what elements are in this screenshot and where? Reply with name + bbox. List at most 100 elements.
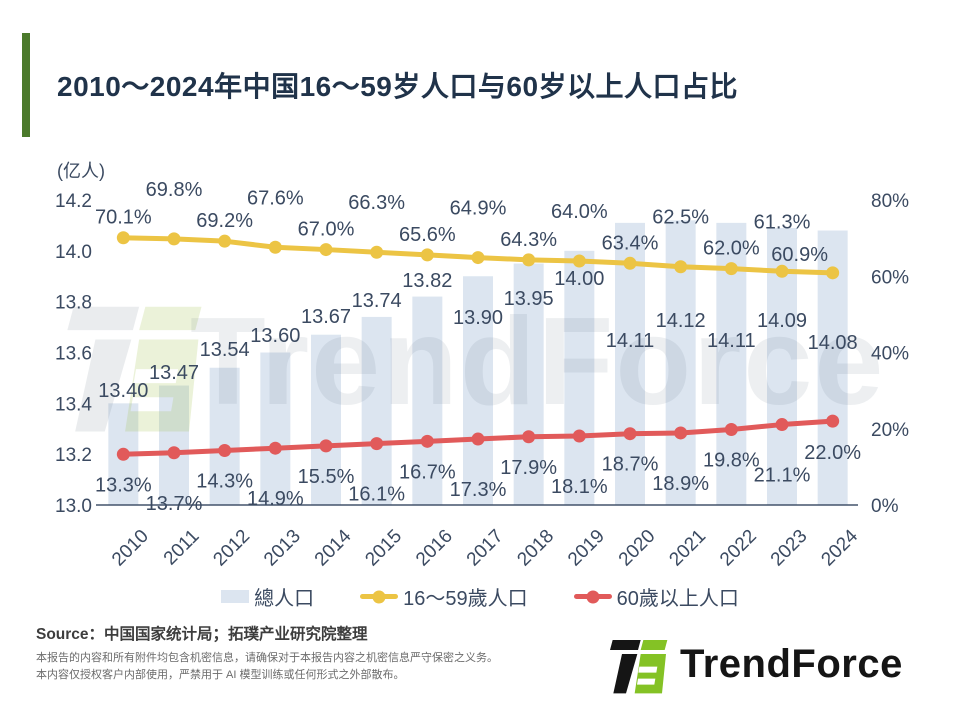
legend-label-16-59: 16～59歲人口 — [403, 588, 528, 610]
age16-59-value-2017: 64.9% — [450, 198, 507, 220]
left-axis-tick-14.0: 14.0 — [55, 242, 92, 263]
age60-plus-value-2015: 16.1% — [348, 484, 405, 506]
left-axis-tick-13.4: 13.4 — [55, 394, 92, 415]
bar-2016 — [412, 296, 443, 505]
bar-2019 — [564, 250, 595, 505]
logo-mark-top-left — [610, 640, 641, 650]
age16-59-point-2023 — [775, 264, 789, 278]
trendforce-logo: TrendForce — [606, 632, 903, 696]
x-axis-label-2018: 2018 — [513, 526, 558, 571]
bar-value-2020: 14.11 — [606, 330, 655, 352]
bar-value-2023: 14.09 — [757, 310, 807, 332]
age16-59-value-2015: 66.3% — [348, 192, 405, 214]
age60-plus-point-2014 — [319, 439, 333, 453]
legend-label-60-plus: 60歲以上人口 — [616, 588, 739, 610]
x-axis-label-2015: 2015 — [361, 526, 406, 571]
watermark-text: TrendForce — [190, 293, 885, 431]
bar-2014 — [311, 334, 341, 505]
age16-59-value-2023: 61.3% — [754, 211, 811, 233]
age16-59-value-2022: 62.0% — [703, 238, 760, 260]
bar-2015 — [361, 316, 392, 505]
bar-2018 — [513, 263, 544, 505]
age60-plus-point-2016 — [420, 434, 434, 448]
page-title: 2010～2024年中国16～59岁人口与60岁以上人口占比 — [57, 71, 739, 102]
age16-59-point-2012 — [218, 234, 232, 248]
watermark-mark-f-block — [125, 339, 199, 432]
x-axis-label-2020: 2020 — [615, 526, 660, 571]
x-axis-label-2024: 2024 — [817, 525, 862, 570]
age16-59-value-2014: 67.0% — [298, 219, 355, 241]
bar-value-2022: 14.11 — [707, 330, 756, 352]
x-axis-label-2011: 2011 — [160, 526, 204, 570]
left-axis-unit: (亿人) — [57, 161, 105, 181]
bar-2011 — [159, 385, 189, 505]
disclaimer-line-2: 本内容仅授权客户内部使用，严禁用于 AI 模型训练或任何形式之外部散布。 — [36, 669, 405, 681]
age60-plus-value-2024: 22.0% — [804, 442, 861, 464]
x-axis-label-2012: 2012 — [209, 526, 254, 571]
legend-dot-16-59 — [372, 590, 386, 603]
trendforce-logo-mark — [610, 640, 668, 694]
x-axis-label-2021: 2021 — [665, 526, 710, 571]
age60-plus-point-2011 — [167, 446, 181, 460]
x-axis-label-2023: 2023 — [767, 526, 812, 571]
bar-value-2014: 13.67 — [301, 306, 351, 328]
age16-59-value-2021: 62.5% — [652, 207, 709, 229]
age60-plus-point-2018 — [522, 430, 536, 444]
x-axis-label-2013: 2013 — [260, 526, 305, 571]
age16-59-value-2011: 69.8% — [146, 179, 203, 201]
age60-plus-point-2015 — [370, 437, 384, 451]
age60-plus-point-2023 — [775, 418, 789, 432]
bar-value-2010: 13.40 — [98, 380, 148, 402]
age16-59-value-2012: 69.2% — [196, 210, 253, 232]
age16-59-point-2019 — [572, 254, 586, 268]
legend-dot-60-plus — [586, 590, 600, 603]
age60-plus-value-2018: 17.9% — [500, 457, 557, 479]
age16-59-point-2017 — [471, 251, 485, 265]
age16-59-point-2020 — [623, 256, 637, 270]
right-axis-tick-40%: 40% — [871, 344, 909, 365]
bar-2017 — [463, 276, 493, 505]
age60-plus-value-2022: 19.8% — [703, 450, 760, 472]
age16-59-point-2021 — [674, 260, 688, 274]
age16-59-value-2013: 67.6% — [247, 187, 304, 209]
legend-item-60-plus: 60歲以上人口 — [573, 582, 739, 611]
x-axis-label-2010: 2010 — [108, 526, 153, 571]
logo-mark-stem — [613, 654, 638, 694]
title-block: 2010～2024年中国16～59岁人口与60岁以上人口占比 — [22, 33, 738, 137]
x-axis-label-2022: 2022 — [716, 526, 761, 571]
legend-swatch-16-59 — [360, 590, 399, 603]
x-axis-label-2017: 2017 — [463, 526, 508, 571]
bar-value-2011: 13.47 — [149, 362, 199, 384]
age60-plus-value-2016: 16.7% — [399, 461, 456, 483]
left-axis-tick-13.0: 13.0 — [55, 496, 92, 517]
age60-plus-value-2021: 18.9% — [652, 473, 709, 495]
bar-value-2024: 14.08 — [808, 332, 858, 354]
age60-plus-point-2013 — [268, 441, 282, 455]
legend-item-16-59: 16～59歲人口 — [360, 582, 528, 611]
right-axis-tick-60%: 60% — [871, 267, 909, 288]
age60-plus-value-2017: 17.3% — [450, 479, 507, 501]
left-axis-tick-13.6: 13.6 — [55, 344, 92, 365]
age16-59-point-2015 — [370, 245, 384, 259]
source-note: Source：中国国家统计局；拓璞产业研究院整理 — [36, 626, 368, 643]
age60-plus-value-2020: 18.7% — [602, 454, 659, 476]
age60-plus-point-2021 — [674, 426, 688, 440]
watermark-mark-stem — [75, 339, 132, 432]
trendforce-logo-text: TrendForce — [680, 641, 903, 686]
bar-value-2021: 14.12 — [656, 310, 706, 332]
age60-plus-value-2019: 18.1% — [551, 476, 608, 498]
bar-value-2019: 14.00 — [554, 268, 604, 290]
left-axis-tick-13.8: 13.8 — [55, 293, 92, 314]
age16-59-point-2018 — [522, 253, 536, 267]
age16-59-point-2022 — [724, 262, 738, 276]
age16-59-point-2011 — [167, 232, 181, 246]
bar-2020 — [615, 222, 645, 505]
age16-59-point-2014 — [319, 243, 333, 257]
age60-plus-value-2023: 21.1% — [754, 465, 811, 487]
left-axis-tick-13.2: 13.2 — [55, 445, 92, 466]
bar-value-2017: 13.90 — [453, 307, 503, 329]
right-axis-tick-20%: 20% — [871, 420, 909, 441]
left-axis-tick-14.2: 14.2 — [55, 191, 92, 212]
title-accent-bar — [22, 33, 30, 137]
